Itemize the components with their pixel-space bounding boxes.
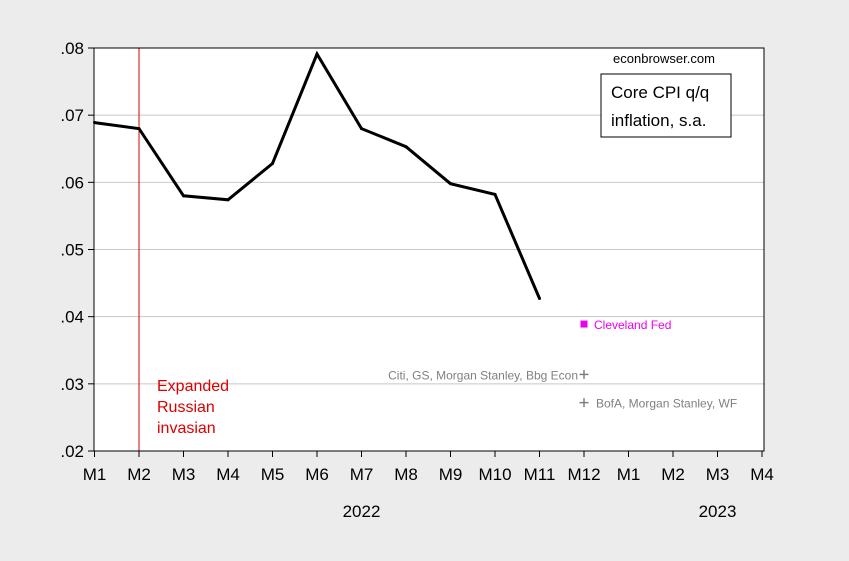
series-layer: [93, 50, 541, 301]
data-point: [493, 192, 497, 196]
x-tick-label: M11: [524, 465, 556, 484]
gridlines: [94, 114, 764, 385]
x-tick-label: M5: [261, 465, 285, 484]
data-point: [538, 297, 541, 301]
y-tick-label: .06: [60, 173, 84, 192]
legend-box: [600, 73, 732, 138]
x-tick-label: M7: [350, 465, 374, 484]
y-tick-label: .04: [60, 308, 84, 327]
data-point: [404, 145, 408, 149]
legend: Core CPI q/q inflation, s.a.: [600, 73, 732, 138]
data-point: [315, 52, 319, 56]
legend-line-1: Core CPI q/q: [611, 83, 709, 102]
x-tick-label: M2: [661, 465, 685, 484]
forecast-label: Cleveland Fed: [594, 318, 671, 332]
data-point: [271, 162, 274, 166]
forecast-markers: Cleveland Fed Citi, GS, Morgan Stanley, B…: [388, 318, 737, 411]
x-tick-label: M8: [394, 465, 418, 484]
data-point: [226, 198, 230, 202]
forecast-label: Citi, GS, Morgan Stanley, Bbg Econ: [388, 368, 578, 382]
legend-line-2: inflation, s.a.: [611, 111, 706, 130]
y-tick-label: .08: [60, 39, 84, 58]
x-tick-label: M3: [172, 465, 196, 484]
y-tick-label: .07: [60, 106, 84, 125]
plot-frame: [93, 47, 765, 452]
y-tick-label: .05: [60, 241, 84, 260]
forecast-label: BofA, Morgan Stanley, WF: [596, 397, 737, 411]
data-point: [360, 127, 363, 131]
invasion-annotation: Expanded Russian invasian: [157, 378, 229, 437]
invasion-label-line-2: Russian: [157, 399, 215, 416]
x-tick-label: M1: [83, 465, 107, 484]
x-tick-label: M12: [567, 465, 600, 484]
year-label-2022: 2022: [343, 502, 381, 521]
data-point: [182, 194, 185, 198]
x-tick-label: M4: [750, 465, 774, 484]
x-tick-label: M9: [439, 465, 463, 484]
x-tick-label: M3: [706, 465, 730, 484]
data-point: [137, 127, 141, 131]
year-labels: 2022 2023: [343, 502, 737, 521]
invasion-label-line-1: Expanded: [157, 378, 229, 395]
y-axis-ticks: .02 .03 .04 .05 .06 .07 .08: [60, 39, 94, 461]
x-tick-label: M4: [216, 465, 240, 484]
x-tick-label: M1: [617, 465, 641, 484]
x-tick-label: M6: [305, 465, 329, 484]
data-point: [449, 182, 452, 186]
year-label-2023: 2023: [699, 502, 737, 521]
y-tick-label: .03: [60, 375, 84, 394]
forecast-marker-square: [580, 320, 588, 328]
x-axis-ticks: M1 M2 M3 M4 M5 M6 M7 M8 M9 M10 M11 M12 M1 M2 M3 M4: [83, 451, 774, 484]
x-tick-label: M10: [478, 465, 511, 484]
x-tick-label: M2: [127, 465, 151, 484]
source-label: econbrowser.com: [613, 51, 715, 66]
invasion-label-line-3: invasian: [157, 420, 216, 437]
y-tick-label: .02: [60, 442, 84, 461]
